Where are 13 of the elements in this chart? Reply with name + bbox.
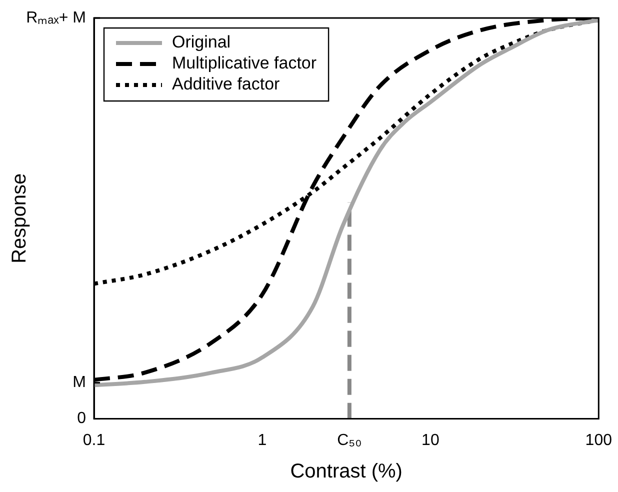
ref-line-label: Rₘₐₓ+ M (26, 9, 86, 26)
ref-line-label: 0 (77, 410, 86, 428)
x-tick-label: 10 (422, 432, 440, 449)
x-tick-label: C₅₀ (337, 432, 362, 449)
x-axis-title: Contrast (%) (290, 460, 402, 483)
legend-label: Original (172, 32, 231, 52)
ref-line-label: M (72, 374, 86, 392)
legend-label: Additive factor (172, 74, 280, 94)
y-axis-title: Response (8, 173, 31, 264)
x-tick-label: 100 (585, 432, 612, 449)
x-tick-label: 0.1 (82, 432, 106, 449)
legend-label: Multiplicative factor (172, 54, 317, 73)
x-tick-label: 1 (258, 432, 267, 449)
